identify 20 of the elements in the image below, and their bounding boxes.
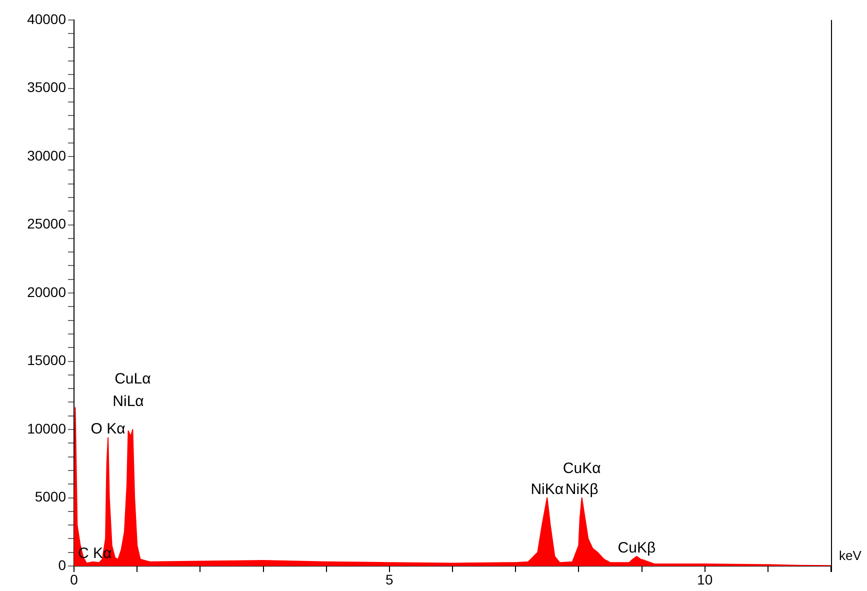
y-tick-label: 25000 — [27, 216, 66, 232]
annotation: NiKα — [530, 480, 564, 498]
y-tick-label: 10000 — [27, 420, 66, 436]
y-tick-label: 30000 — [27, 147, 66, 164]
y-tick-label: 20000 — [27, 284, 66, 300]
y-tick-label: 0 — [58, 556, 66, 573]
x-tick-label: 10 — [697, 571, 713, 588]
x-axis-title: keV — [839, 548, 862, 563]
annotation: NiLα — [112, 392, 144, 410]
y-tick-label: 15000 — [27, 352, 66, 368]
annotation: CuKβ — [618, 539, 656, 556]
annotation: NiKβ — [565, 480, 599, 498]
y-tick-label: 5000 — [34, 488, 66, 505]
y-tick-label: 35000 — [27, 79, 66, 96]
annotation: CuLα — [114, 370, 152, 388]
x-tick-label: 0 — [70, 571, 78, 588]
y-tick-label: 40000 — [27, 10, 66, 27]
x-tick-label: 5 — [386, 571, 394, 588]
annotation: CuKα — [562, 460, 602, 477]
annotation: O Kα — [90, 420, 126, 438]
